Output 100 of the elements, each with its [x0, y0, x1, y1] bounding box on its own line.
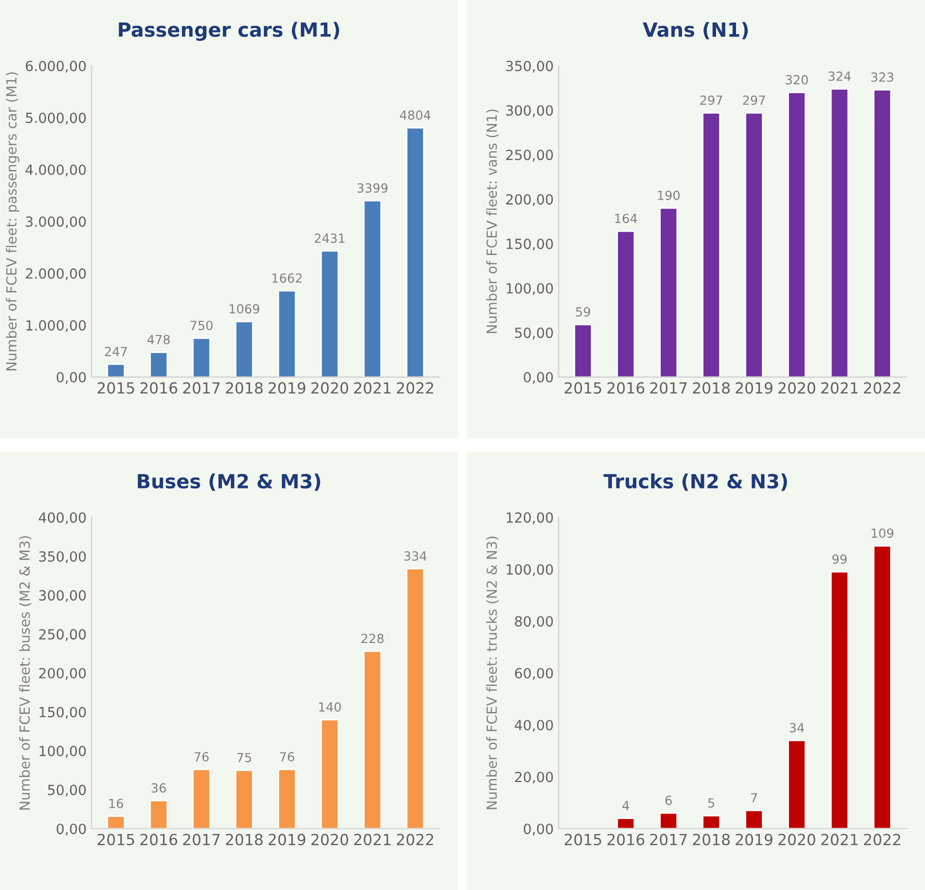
y-tick-label: 0,00 [56, 824, 86, 836]
data-label: 190 [658, 190, 680, 200]
bar [659, 207, 678, 378]
bar [873, 89, 892, 378]
x-tick-label: 2022 [396, 382, 434, 394]
x-tick-label: 2016 [140, 834, 178, 846]
y-tick-label: 1.000,00 [26, 320, 86, 332]
y-tick-label: 100,00 [506, 283, 553, 295]
x-tick-label: 2022 [864, 382, 900, 394]
x-tick-label: 2018 [226, 382, 263, 394]
data-label: 320 [786, 75, 808, 84]
bar [234, 320, 254, 378]
data-label: 324 [828, 71, 851, 81]
x-tick-label: 2015 [98, 382, 134, 394]
y-axis-title: Number of FCEV fleet: passengers car (M1) [6, 72, 20, 370]
bar [234, 770, 254, 829]
bar [616, 818, 636, 829]
y-axis-title: Number of FCEV fleet: trucks (N2 & N3) [486, 536, 499, 810]
data-label: 4804 [400, 110, 430, 120]
x-tick-label: 2021 [821, 382, 858, 394]
data-label: 75 [237, 752, 252, 762]
bar [744, 112, 764, 378]
data-label: 478 [147, 334, 170, 344]
data-label: 164 [615, 214, 638, 224]
y-axis-title: Number of FCEV fleet: buses (M2 & M3) [19, 536, 32, 810]
x-tick-label: 2021 [821, 834, 858, 846]
bar [278, 768, 296, 829]
x-tick-label: 2017 [183, 382, 220, 394]
data-label: 2431 [314, 233, 344, 243]
data-label: 99 [832, 554, 847, 564]
bar [406, 127, 424, 378]
data-label: 76 [194, 752, 209, 762]
x-tick-label: 2016 [607, 382, 644, 394]
bar [744, 810, 764, 829]
data-label: 140 [319, 702, 341, 712]
data-label: 3399 [358, 183, 388, 193]
x-tick-label: 2019 [736, 834, 772, 846]
y-tick-label: 50,00 [515, 328, 553, 340]
data-label: 4 [622, 800, 630, 810]
chart-title: Vans (N1) [642, 22, 748, 40]
bar [106, 364, 126, 378]
bar [106, 815, 126, 829]
data-label: 297 [700, 95, 722, 105]
y-tick-label: 2.000,00 [26, 268, 86, 280]
y-tick-label: 300,00 [39, 590, 86, 602]
y-tick-label: 60,00 [515, 668, 553, 680]
data-label: 109 [872, 528, 894, 538]
y-tick-label: 200,00 [39, 668, 86, 680]
y-tick-label: 200,00 [506, 194, 553, 206]
x-tick-label: 2021 [354, 382, 391, 394]
y-tick-label: 120,00 [506, 512, 553, 524]
y-tick-label: 80,00 [514, 616, 553, 628]
y-tick-label: 100,00 [40, 746, 86, 758]
x-tick-label: 2018 [692, 382, 730, 394]
data-label: 1662 [272, 273, 302, 283]
x-tick-label: 2015 [98, 834, 134, 846]
y-tick-label: 250,00 [39, 629, 86, 641]
y-tick-label: 50,00 [48, 784, 86, 797]
bar [363, 650, 382, 829]
bar [788, 92, 806, 378]
y-tick-label: 6.000,00 [26, 60, 86, 73]
y-axis-title: Number of FCEV fleet: vans (N1) [486, 110, 499, 334]
x-tick-label: 2015 [564, 382, 602, 394]
chart-title: Trucks (N2 & N3) [604, 474, 787, 491]
bar [192, 337, 211, 378]
data-label: 5 [708, 798, 714, 808]
y-tick-label: 3.000,00 [26, 216, 86, 228]
data-label: 16 [109, 798, 124, 808]
chart-title: Buses (M2 & M3) [138, 474, 320, 491]
x-tick-label: 2015 [564, 834, 602, 846]
x-tick-label: 2019 [268, 834, 306, 846]
data-label: 750 [190, 320, 213, 330]
bar [659, 812, 678, 829]
bar [574, 324, 592, 378]
y-tick-label: 350,00 [39, 551, 86, 564]
bar [320, 718, 339, 829]
y-tick-label: 300,00 [506, 105, 553, 118]
bar [702, 814, 721, 829]
x-tick-label: 2022 [864, 834, 900, 846]
data-label: 34 [790, 722, 804, 732]
bar [192, 768, 211, 829]
x-tick-label: 2018 [226, 834, 263, 846]
bar [830, 571, 849, 829]
data-label: 323 [871, 72, 894, 82]
bar [320, 250, 339, 378]
y-tick-label: 40,00 [514, 720, 553, 732]
y-tick-label: 5.000,00 [26, 112, 86, 125]
x-tick-label: 2018 [692, 834, 730, 846]
y-tick-label: 0,00 [524, 824, 553, 836]
x-tick-label: 2020 [311, 382, 348, 394]
x-tick-label: 2020 [778, 382, 816, 394]
bar [873, 545, 892, 829]
chart-title: Passenger cars (M1) [118, 22, 340, 41]
bar [788, 740, 806, 829]
bar [702, 112, 721, 378]
bar [149, 800, 168, 829]
y-tick-label: 20,00 [515, 772, 553, 784]
x-tick-label: 2020 [778, 834, 816, 846]
x-tick-label: 2017 [650, 382, 687, 394]
y-tick-label: 250,00 [506, 150, 553, 162]
